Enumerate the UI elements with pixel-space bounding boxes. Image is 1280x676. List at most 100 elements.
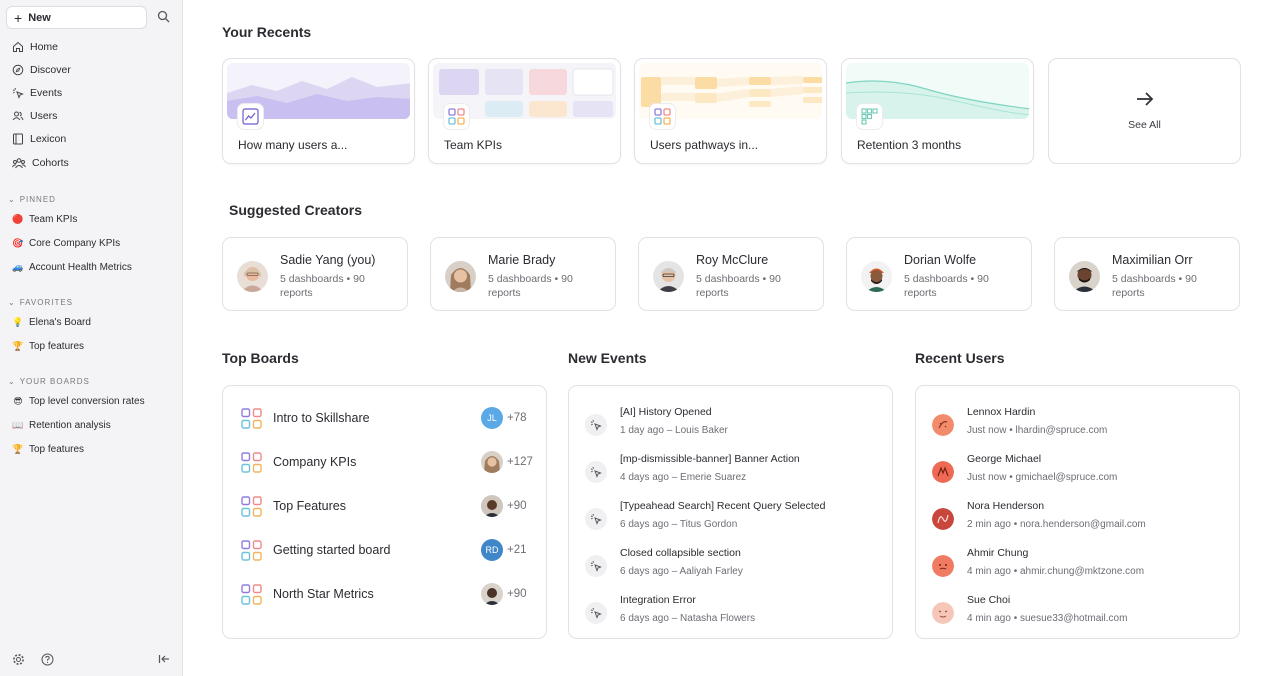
board-row[interactable]: Top Features +90 [241, 494, 531, 518]
board-item-label: Top features [29, 444, 85, 455]
board-row[interactable]: North Star Metrics +90 [241, 582, 531, 606]
board-item-emoji: 📖 [12, 420, 24, 430]
new-button-label: New [28, 11, 51, 24]
recent-card-label: Users pathways in... [650, 138, 759, 152]
creator-meta: 5 dashboards • 90 reports [280, 273, 365, 299]
board-item-top-level-conversion-rates[interactable]: 😎 Top level conversion rates [12, 396, 144, 407]
favorite-item-top-features[interactable]: 🏆 Top features [12, 341, 84, 352]
user-name: Ahmir Chung [967, 547, 1029, 559]
nav-item-label: Discover [30, 63, 71, 76]
help-button[interactable] [40, 652, 54, 666]
recent-type-badge [238, 104, 263, 129]
avatar: RD [481, 539, 503, 561]
favorites-section-toggle[interactable]: ⌄ FAVORITES [8, 298, 73, 307]
nav-item-lexicon[interactable]: Lexicon [0, 128, 183, 151]
board-row[interactable]: Intro to Skillshare JL +78 [241, 406, 531, 430]
nav-item-cohorts[interactable]: Cohorts [0, 151, 183, 174]
nav-item-users[interactable]: Users [0, 105, 183, 128]
creator-name: Marie Brady [488, 253, 556, 267]
pinned-item-team-kpis[interactable]: 🔴 Team KPIs [12, 214, 77, 225]
board-grid-icon [654, 108, 671, 125]
user-row[interactable]: Lennox Hardin Just now • lhardin@spruce.… [932, 406, 1227, 446]
sidebar: + New Home Discover Events Users Lexicon… [0, 0, 183, 676]
recent-users-panel: Lennox Hardin Just now • lhardin@spruce.… [915, 385, 1240, 639]
pinned-item-core-company-kpis[interactable]: 🎯 Core Company KPIs [12, 238, 120, 249]
collapse-left-icon [158, 655, 169, 663]
board-grid-icon [241, 583, 262, 605]
pinned-item-emoji: 🚙 [12, 262, 24, 272]
pinned-item-account-health-metrics[interactable]: 🚙 Account Health Metrics [12, 262, 131, 273]
board-item-top-features[interactable]: 🏆 Top features [12, 444, 84, 455]
board-item-label: Retention analysis [29, 420, 111, 431]
top-boards-panel: Intro to Skillshare JL +78 Company KPIs … [222, 385, 547, 639]
your-boards-section-toggle[interactable]: ⌄ YOUR BOARDS [8, 377, 90, 386]
creators-title: Suggested Creators [229, 202, 363, 218]
user-row[interactable]: Nora Henderson 2 min ago • nora.henderso… [932, 500, 1227, 540]
event-name: Closed collapsible section [620, 547, 741, 559]
event-row[interactable]: Integration Error 6 days ago – Natasha F… [585, 594, 880, 634]
plus-icon: + [14, 9, 23, 26]
user-meta: 4 min ago • ahmir.chung@mktzone.com [967, 566, 1145, 577]
creator-meta: 5 dashboards • 90 reports [488, 273, 573, 299]
board-row[interactable]: Company KPIs +127 [241, 450, 533, 474]
recent-users-title: Recent Users [915, 350, 1005, 366]
your-boards-section-title: YOUR BOARDS [19, 377, 90, 386]
cursor-click-icon [590, 560, 602, 572]
avatar [932, 461, 954, 483]
main-content: Your Recents How many users a... Team KP… [183, 0, 1280, 676]
board-row[interactable]: Getting started board RD +21 [241, 538, 531, 562]
nav-item-discover[interactable]: Discover [0, 58, 183, 81]
search-button[interactable] [151, 4, 175, 28]
creator-card[interactable]: Roy McClure 5 dashboards • 90 reports [638, 237, 824, 311]
creator-name: Maximilian Orr [1112, 253, 1193, 267]
creator-card[interactable]: Maximilian Orr 5 dashboards • 90 reports [1054, 237, 1240, 311]
event-row[interactable]: [Typeahead Search] Recent Query Selected… [585, 500, 880, 540]
creator-card[interactable]: Sadie Yang (you) 5 dashboards • 90 repor… [222, 237, 408, 311]
chevron-down-icon: ⌄ [8, 298, 16, 307]
recent-type-badge [857, 104, 882, 129]
creator-card[interactable]: Dorian Wolfe 5 dashboards • 90 reports [846, 237, 1032, 311]
user-row[interactable]: Ahmir Chung 4 min ago • ahmir.chung@mktz… [932, 547, 1227, 587]
creator-card[interactable]: Marie Brady 5 dashboards • 90 reports [430, 237, 616, 311]
recent-card[interactable]: Team KPIs [428, 58, 621, 164]
avatar [481, 583, 503, 605]
avatar [481, 451, 503, 473]
board-item-retention-analysis[interactable]: 📖 Retention analysis [12, 420, 111, 431]
board-name: Company KPIs [273, 455, 357, 469]
event-row[interactable]: Closed collapsible section 6 days ago – … [585, 547, 880, 587]
favorite-item-elenas-board[interactable]: 💡 Elena's Board [12, 317, 91, 328]
creator-meta: 5 dashboards • 90 reports [696, 273, 781, 299]
nav-item-label: Users [30, 110, 58, 123]
new-button[interactable]: + New [6, 6, 147, 29]
user-row[interactable]: Sue Choi 4 min ago • suesue33@hotmail.co… [932, 594, 1227, 634]
settings-button[interactable] [11, 652, 25, 666]
recent-type-badge [650, 104, 675, 129]
event-row[interactable]: [AI] History Opened 1 day ago – Louis Ba… [585, 406, 880, 446]
recent-card[interactable]: Retention 3 months [841, 58, 1034, 164]
user-name: Nora Henderson [967, 500, 1045, 512]
collapse-sidebar-button[interactable] [157, 652, 171, 666]
see-all-button[interactable]: See All [1048, 58, 1241, 164]
nav-item-events[interactable]: Events [0, 81, 183, 104]
favorite-item-emoji: 💡 [12, 317, 24, 327]
recent-card[interactable]: How many users a... [222, 58, 415, 164]
event-name: Integration Error [620, 594, 696, 606]
recent-card[interactable]: Users pathways in... [634, 58, 827, 164]
recent-card-label: Team KPIs [444, 138, 503, 152]
event-row[interactable]: [mp-dismissible-banner] Banner Action 4 … [585, 453, 880, 493]
event-meta: 6 days ago – Natasha Flowers [620, 613, 756, 624]
avatar [481, 495, 503, 517]
chevron-down-icon: ⌄ [8, 377, 16, 386]
user-meta: 2 min ago • nora.henderson@gmail.com [967, 519, 1146, 530]
pinned-section-toggle[interactable]: ⌄ PINNED [8, 195, 56, 204]
nav-item-home[interactable]: Home [0, 35, 183, 58]
help-icon [41, 653, 53, 665]
recent-card-label: How many users a... [238, 138, 348, 152]
event-name: [Typeahead Search] Recent Query Selected [620, 500, 826, 512]
event-icon [585, 555, 607, 577]
pinned-section-title: PINNED [19, 195, 56, 204]
cohorts-icon [12, 157, 26, 168]
user-row[interactable]: George Michael Just now • gmichael@spruc… [932, 453, 1227, 493]
board-grid-icon [241, 451, 262, 473]
event-meta: 1 day ago – Louis Baker [620, 425, 728, 436]
